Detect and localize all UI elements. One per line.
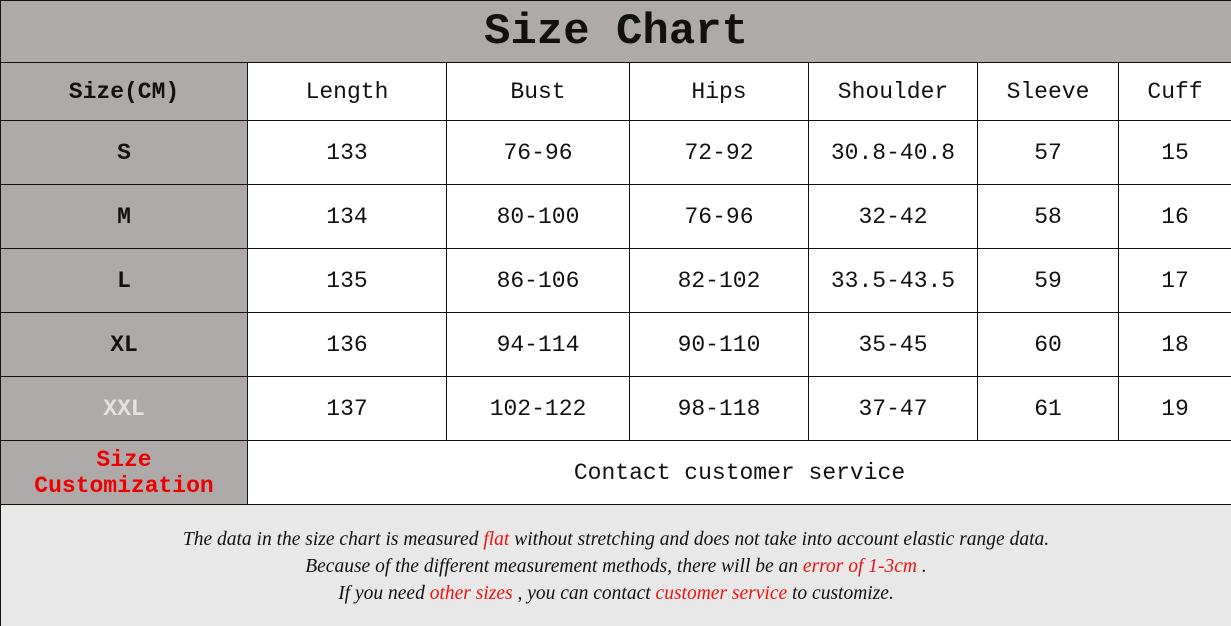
column-header: Size(CM)	[0, 62, 248, 121]
table-cell: 86-106	[446, 248, 630, 313]
size-label: XL	[0, 312, 248, 377]
column-header: Cuff	[1117, 62, 1231, 121]
table-cell: 135	[247, 248, 447, 313]
table-cell: 33.5-43.5	[808, 248, 978, 313]
table-cell: 94-114	[446, 312, 630, 377]
note-text: If you need	[338, 582, 430, 604]
table-cell: 76-96	[446, 120, 630, 185]
note-text: to customize.	[787, 582, 894, 604]
table-cell: 80-100	[446, 184, 630, 249]
chart-title: Size Chart	[0, 0, 1231, 63]
note-highlight: error of 1-3cm	[802, 555, 918, 577]
customization-value: Contact customer service	[246, 440, 1231, 505]
table-cell: 16	[1117, 184, 1231, 249]
note-text: The data in the size chart is measured	[182, 528, 484, 550]
size-label: S	[0, 120, 248, 185]
table-row: XL 136 94-114 90-110 35-45 60 18	[0, 312, 1231, 377]
note-highlight: flat	[483, 528, 510, 550]
note-highlight: customer service	[655, 582, 788, 604]
table-cell: 19	[1117, 376, 1231, 441]
column-header: Hips	[629, 62, 809, 121]
column-header: Sleeve	[977, 62, 1119, 121]
table-row: M 134 80-100 76-96 32-42 58 16	[0, 184, 1231, 249]
table-cell: 60	[977, 312, 1119, 377]
table-cell: 61	[977, 376, 1119, 441]
table-cell: 57	[977, 120, 1119, 185]
table-cell: 30.8-40.8	[808, 120, 978, 185]
header-row: Size(CM) Length Bust Hips Shoulder Sleev…	[0, 62, 1231, 121]
table-row: S 133 76-96 72-92 30.8-40.8 57 15	[0, 120, 1231, 185]
column-header: Length	[247, 62, 447, 121]
table-cell: 59	[977, 248, 1119, 313]
table-cell: 98-118	[629, 376, 809, 441]
size-label: L	[0, 248, 248, 313]
table-cell: 137	[247, 376, 447, 441]
table-cell: 76-96	[629, 184, 809, 249]
column-header: Bust	[446, 62, 630, 121]
note-line-1: The data in the size chart is measured f…	[1, 526, 1231, 553]
table-cell: 82-102	[629, 248, 809, 313]
table-cell: 136	[247, 312, 447, 377]
column-header: Shoulder	[808, 62, 978, 121]
note-text: , you can contact	[512, 582, 656, 604]
table-cell: 134	[247, 184, 447, 249]
note-line-2: Because of the different measurement met…	[1, 553, 1231, 580]
table-cell: 18	[1117, 312, 1231, 377]
table-cell: 32-42	[808, 184, 978, 249]
table-cell: 35-45	[808, 312, 978, 377]
table-cell: 133	[247, 120, 447, 185]
table-cell: 90-110	[629, 312, 809, 377]
table-cell: 72-92	[629, 120, 809, 185]
note-text: Because of the different measurement met…	[305, 555, 803, 577]
customization-row: Size Customization Contact customer serv…	[0, 440, 1231, 505]
table-cell: 37-47	[808, 376, 978, 441]
table-row: XXL 137 102-122 98-118 37-47 61 19	[0, 376, 1231, 441]
table-cell: 102-122	[446, 376, 630, 441]
note-line-3: If you need other sizes , you can contac…	[1, 580, 1231, 607]
table-cell: 58	[977, 184, 1119, 249]
customization-label: Size Customization	[0, 440, 248, 505]
table-row: L 135 86-106 82-102 33.5-43.5 59 17	[0, 248, 1231, 313]
note-text: without stretching and does not take int…	[509, 528, 1050, 550]
note-text: .	[917, 555, 927, 577]
size-label: XXL	[0, 376, 248, 441]
table-cell: 17	[1117, 248, 1231, 313]
note-highlight: other sizes	[429, 582, 513, 604]
table-cell: 15	[1117, 120, 1231, 185]
size-label: M	[0, 184, 248, 249]
notes: The data in the size chart is measured f…	[0, 504, 1231, 626]
